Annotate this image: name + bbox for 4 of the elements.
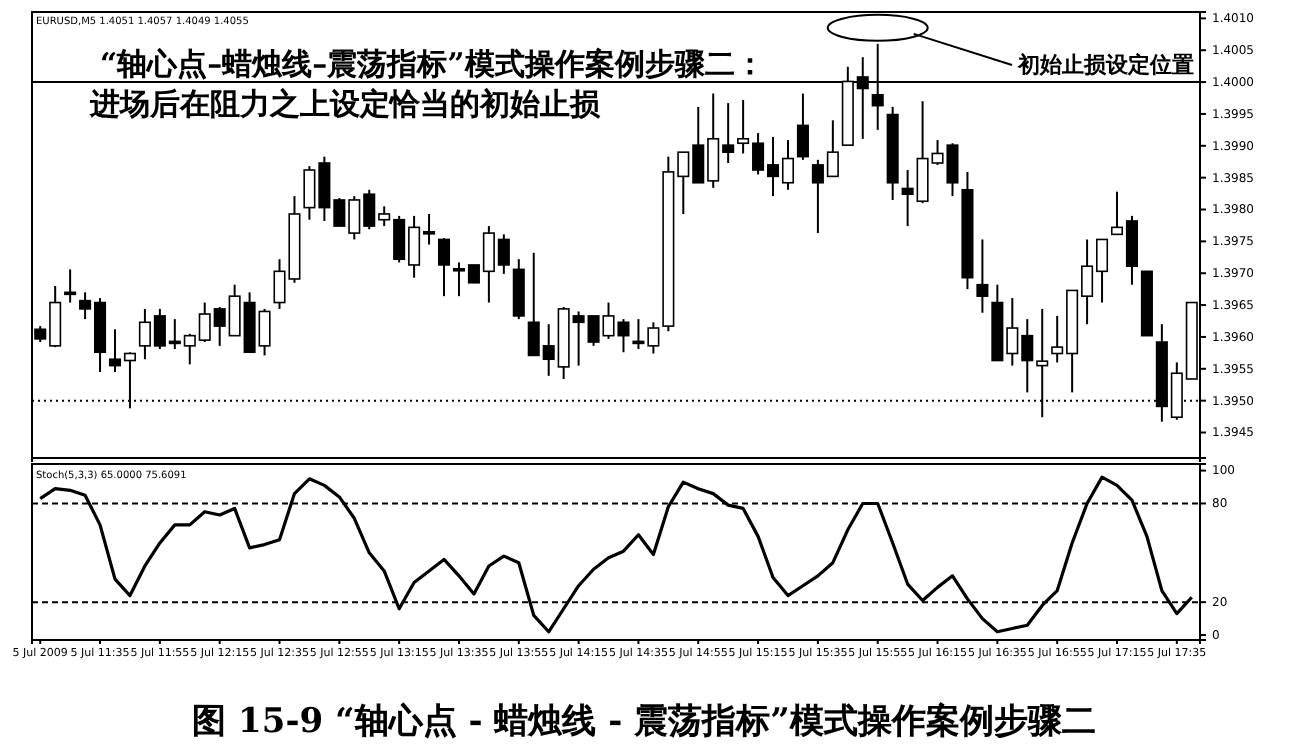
text: “轴心点–蜡烛线–震荡指标”模式操作案例步骤二： (100, 46, 765, 82)
annotation: 初始止损设定位置 (1016, 52, 1194, 78)
text: 进场后在阻力之上设定恰当的初始止损 (88, 86, 602, 122)
caption: 图 15-9 “轴心点 - 蜡烛线 - 震荡指标”模式操作案例步骤二 (192, 700, 1096, 742)
